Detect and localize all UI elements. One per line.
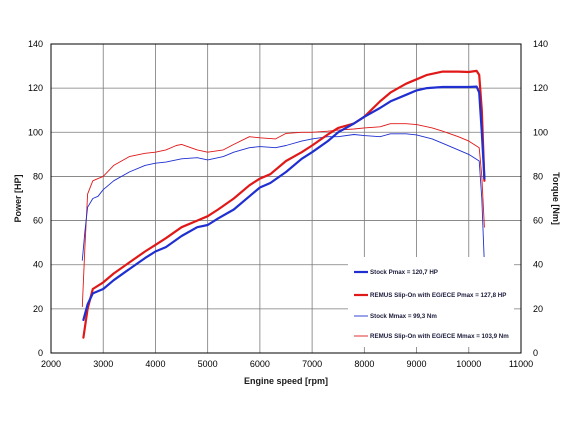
series-remus-slip-on-with-eg-ece-mmax-103-9-nm	[81, 123, 485, 308]
x-tick-label: 8000	[354, 359, 374, 369]
y-axis-left-title: Power [HP]	[13, 174, 23, 222]
y-right-tick-label: 60	[533, 216, 543, 226]
series-remus-slip-on-with-eg-ece-pmax-127-8-hp	[82, 69, 486, 339]
series-stock-mmax-99-3-nm	[81, 133, 485, 266]
y-right-tick-label: 80	[533, 171, 543, 181]
x-tick-label: 5000	[198, 359, 218, 369]
x-tick-label: 3000	[93, 359, 113, 369]
y-right-tick-label: 100	[533, 127, 548, 137]
x-tick-label: 10000	[456, 359, 481, 369]
series-layer	[81, 69, 486, 339]
legend-label: REMUS Slip-On with EG/ECE Pmax = 127,8 H…	[370, 292, 506, 299]
x-tick-label: 2000	[41, 359, 61, 369]
series-stock-pmax-120-7-hp	[82, 85, 486, 321]
plot-frame	[50, 43, 522, 354]
legend-label: Stock Mmax = 99,3 Nm	[370, 313, 437, 320]
x-tick-label: 11000	[509, 359, 533, 369]
y-left-tick-label: 0	[38, 348, 43, 358]
x-axis-title: Engine speed [rpm]	[244, 376, 328, 386]
y-left-tick-label: 100	[28, 127, 43, 137]
axis-ticks: 2000 3000 4000 5000 6000 7000 8000 9000 10000 110…	[28, 39, 548, 369]
x-tick-label: 9000	[407, 359, 427, 369]
y-axis-right-title: Torque [Nm]	[551, 172, 561, 225]
y-right-tick-label: 120	[533, 83, 548, 93]
legend-box	[348, 257, 514, 347]
x-tick-label: 7000	[302, 359, 322, 369]
y-right-tick-label: 20	[533, 304, 543, 314]
legend-label: Stock Pmax = 120,7 HP	[370, 269, 438, 276]
y-left-tick-label: 140	[28, 39, 43, 49]
x-tick-label: 6000	[250, 359, 270, 369]
y-left-tick-label: 20	[33, 304, 43, 314]
y-left-tick-label: 80	[33, 171, 43, 181]
grid-lines	[51, 44, 521, 353]
legend: Stock Pmax = 120,7 HP REMUS Slip-On with …	[348, 257, 514, 347]
x-tick-label: 4000	[145, 359, 165, 369]
y-left-tick-label: 120	[28, 83, 43, 93]
y-right-tick-label: 140	[533, 39, 548, 49]
y-left-tick-label: 60	[33, 216, 43, 226]
y-right-tick-label: 0	[533, 348, 538, 358]
y-left-tick-label: 40	[33, 260, 43, 270]
y-right-tick-label: 40	[533, 260, 543, 270]
legend-label: REMUS Slip-On with EG/ECE Mmax = 103,9 N…	[370, 333, 509, 340]
